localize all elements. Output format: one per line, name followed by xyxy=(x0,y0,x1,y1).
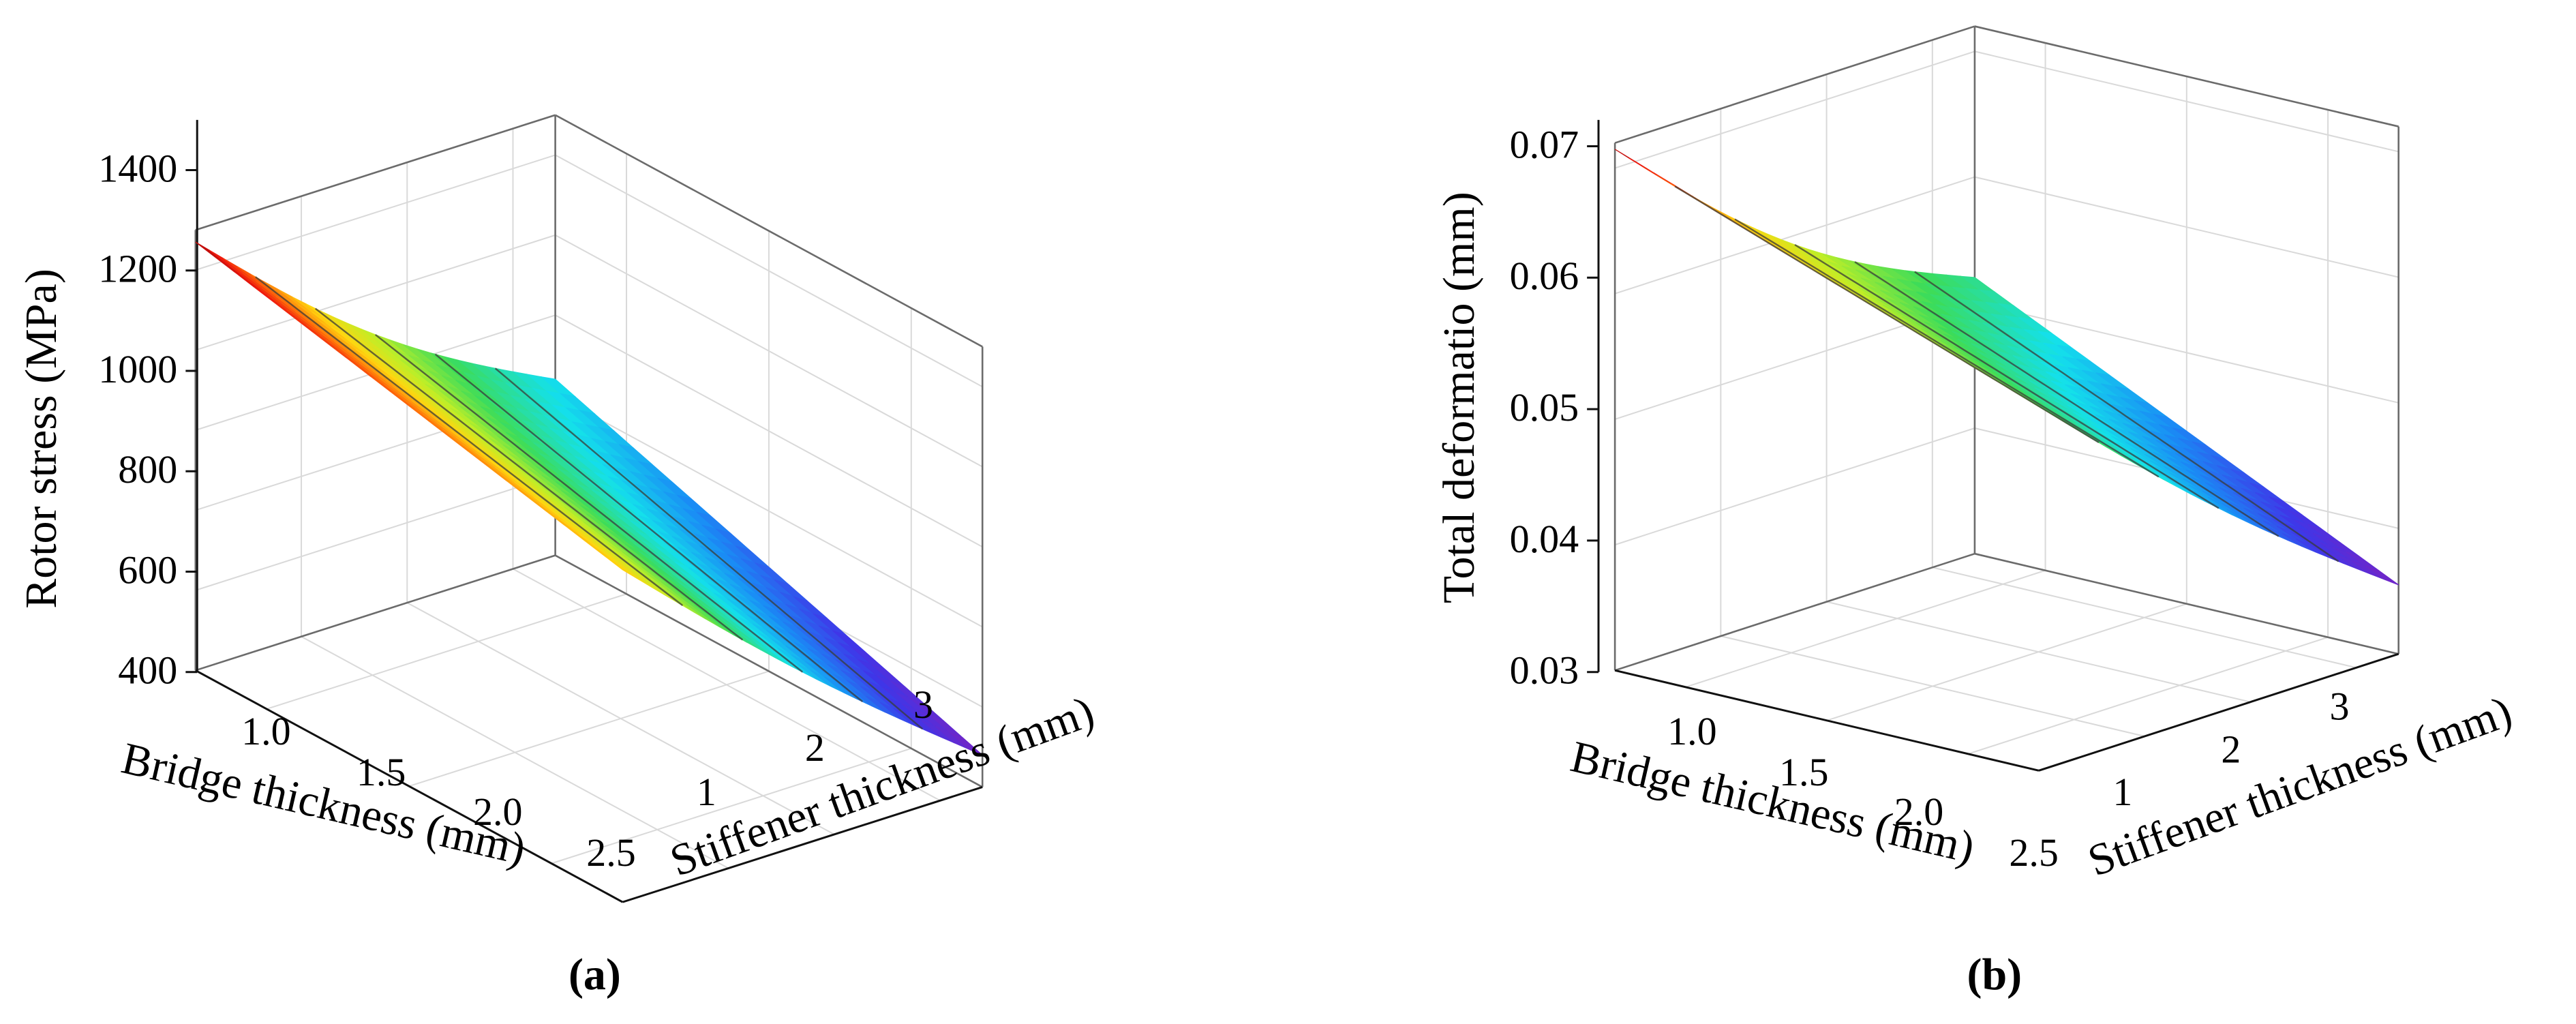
y-tick-label: 1 xyxy=(697,770,716,814)
contour-line xyxy=(1734,218,2160,478)
x-tick-label: 2.5 xyxy=(2009,830,2059,875)
chart-panel-a: 400 600 800 1000 1200 1400 1.0 1.5 2.0 2.5 1 2 3 Brid… xyxy=(16,114,1100,999)
chart-panel-b: 0.030.040.050.060.071.01.52.02.5123Bridg… xyxy=(1434,25,2518,999)
grid-line xyxy=(551,747,912,864)
y-tick-label: 1 xyxy=(2112,770,2132,814)
contour-line xyxy=(1674,185,2100,444)
box-edge xyxy=(195,114,556,231)
ticks xyxy=(185,169,198,674)
contour-line xyxy=(1794,243,2219,509)
y-axis-line xyxy=(622,785,983,903)
z-tick-label: 0.03 xyxy=(1510,648,1579,693)
z-tick-label: 800 xyxy=(118,447,177,492)
z-tick-label: 0.07 xyxy=(1510,122,1579,166)
grid-line xyxy=(266,593,627,710)
panel-caption-b: (b) xyxy=(1967,950,2022,999)
contour-line xyxy=(314,307,744,641)
x-tick-label: 1.5 xyxy=(1779,750,1829,794)
z-axis-label: Total deformatio (mm) xyxy=(1434,192,1484,603)
z-tick-label: 0.04 xyxy=(1510,517,1579,561)
z-tick-label: 1000 xyxy=(98,347,177,391)
contour-line xyxy=(255,276,684,607)
grid-line xyxy=(1826,603,2187,721)
grid-line xyxy=(1614,50,1975,169)
grid-line xyxy=(195,234,556,351)
z-tick-label: 0.06 xyxy=(1510,254,1579,298)
box-edge xyxy=(554,554,983,788)
y-axis-label: Stiffener thickness (mm) xyxy=(2082,687,2518,886)
contour-line xyxy=(1854,261,2279,537)
z-tick-label: 600 xyxy=(118,547,177,592)
y-axis-line xyxy=(2038,652,2399,772)
grid-line xyxy=(195,475,556,591)
ticks xyxy=(1587,145,1599,674)
grid-line xyxy=(1614,176,1975,295)
front-axes xyxy=(1597,119,2399,772)
grid-line xyxy=(408,670,770,787)
y-tick-label: 2 xyxy=(2221,727,2241,771)
y-axis-label: Stiffener thickness (mm) xyxy=(664,687,1100,886)
x-tick-label: 2.0 xyxy=(1894,789,1944,834)
y-tick-label: 3 xyxy=(913,682,933,727)
box-edge xyxy=(1614,25,1975,144)
box-edge xyxy=(1974,552,2399,655)
surface xyxy=(195,241,983,756)
grid-line xyxy=(195,154,556,271)
contour-line xyxy=(494,367,924,730)
x-axis-label: Bridge thickness (mm) xyxy=(117,734,530,875)
x-tick-label: 2.0 xyxy=(473,789,523,834)
surface-facet xyxy=(949,732,983,756)
grid-line xyxy=(1967,636,2329,755)
surface-facet xyxy=(2365,565,2399,586)
z-tick-label: 0.05 xyxy=(1510,385,1579,430)
panel-caption-a: (a) xyxy=(569,950,621,999)
x-tick-label: 1.0 xyxy=(1667,709,1717,753)
y-tick-label: 3 xyxy=(2329,684,2349,729)
z-tick-label: 400 xyxy=(118,648,177,693)
x-axis-line xyxy=(195,669,624,903)
box-edge xyxy=(1614,552,1975,672)
z-axis-label: Rotor stress (MPa) xyxy=(16,269,66,609)
grid-line xyxy=(1685,569,2046,688)
y-tick-label: 2 xyxy=(805,725,825,770)
box-edge xyxy=(554,114,983,348)
x-tick-label: 1.0 xyxy=(241,709,291,753)
box-edge xyxy=(1974,25,2399,127)
x-tick-label: 1.5 xyxy=(357,750,406,794)
grid-lines xyxy=(194,128,983,903)
z-tick-label: 1400 xyxy=(98,146,177,190)
grid-lines xyxy=(1614,40,2399,772)
contour-line xyxy=(434,353,864,703)
x-tick-label: 2.5 xyxy=(586,830,636,875)
z-tick-label: 1200 xyxy=(98,247,177,291)
x-axis-line xyxy=(1614,669,2040,772)
surface xyxy=(1614,149,2399,586)
box-edge xyxy=(195,554,556,672)
contour-line xyxy=(1914,271,2339,562)
grid-line xyxy=(1614,427,1975,546)
contour-line xyxy=(374,333,804,673)
front-axes xyxy=(195,119,983,903)
